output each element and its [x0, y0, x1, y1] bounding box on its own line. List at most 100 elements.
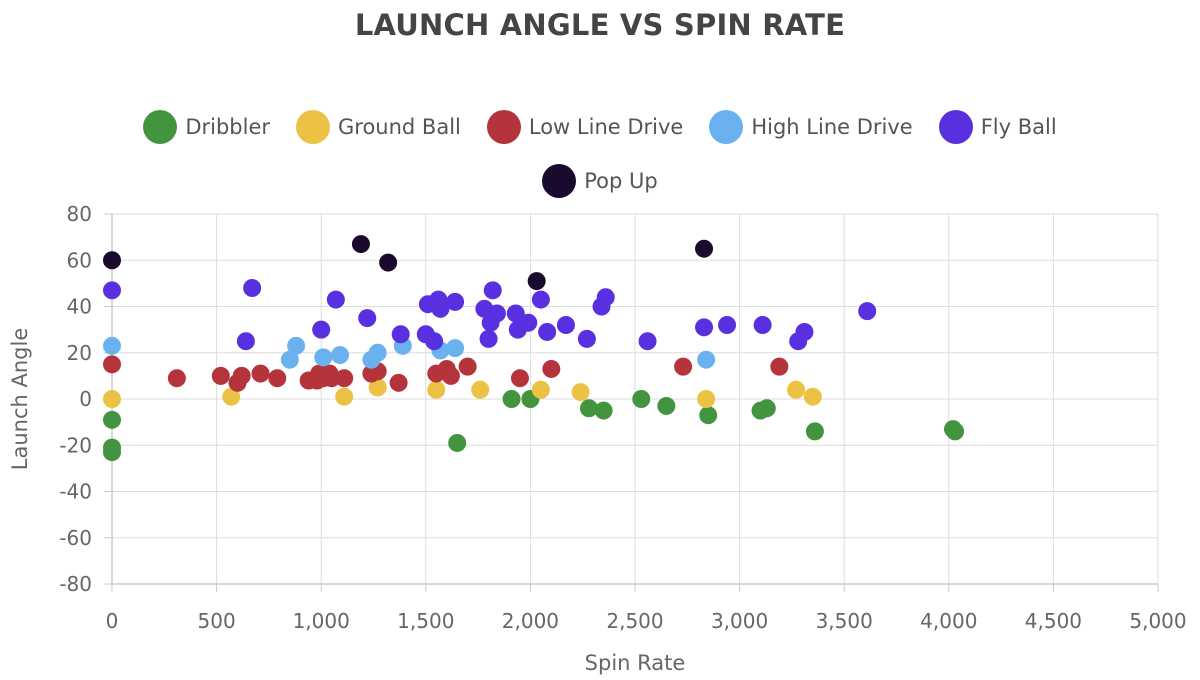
ground-ball-point: [335, 387, 354, 406]
x-tick-label: 2,000: [502, 609, 559, 633]
x-tick-label: 3,000: [711, 609, 768, 633]
low-line-drive-point: [167, 369, 186, 388]
y-tick-label: -40: [59, 480, 92, 504]
legend-label: Ground Ball: [338, 115, 461, 139]
high-line-drive-point: [446, 339, 465, 358]
legend-item-low-line-drive[interactable]: Low Line Drive: [486, 108, 683, 146]
high-line-drive-point: [287, 336, 306, 355]
x-tick-label: 1,000: [293, 609, 350, 633]
fly-ball-point: [446, 292, 465, 311]
x-tick-label: 4,000: [920, 609, 977, 633]
dribbler-point: [103, 443, 121, 462]
legend-item-fly-ball[interactable]: Fly Ball: [938, 108, 1057, 146]
fly-ball-point: [795, 322, 814, 341]
x-axis-title: Spin Rate: [585, 651, 686, 675]
low-line-drive-point: [232, 366, 251, 385]
legend-item-ground-ball[interactable]: Ground Ball: [296, 108, 461, 146]
legend-swatch-fly-ball: [938, 110, 973, 144]
fly-ball-point: [577, 329, 596, 348]
ground-ball-point: [103, 390, 121, 408]
low-line-drive-point: [458, 357, 477, 376]
y-tick-label: 80: [67, 202, 92, 226]
y-tick-label: 40: [67, 295, 92, 319]
ground-ball-point: [471, 380, 490, 399]
legend-label: Pop Up: [584, 169, 658, 193]
y-axis-title: Launch Angle: [8, 328, 32, 470]
fly-ball-point: [236, 332, 255, 351]
x-tick-label: 500: [198, 609, 236, 633]
dribbler-point: [594, 401, 613, 420]
legend-item-dribbler[interactable]: Dribbler: [143, 108, 270, 146]
dribbler-point: [502, 390, 521, 408]
ground-ball-point: [531, 380, 550, 399]
legend-swatch-pop-up: [542, 164, 577, 198]
dribbler-point: [632, 390, 651, 408]
fly-ball-point: [487, 304, 506, 323]
x-tick-label: 5,000: [1129, 609, 1186, 633]
ground-ball-point: [222, 387, 241, 406]
low-line-drive-point: [251, 364, 270, 383]
legend-swatch-ground-ball: [296, 110, 330, 144]
fly-ball-point: [103, 281, 121, 300]
fly-ball-point: [243, 279, 262, 297]
low-line-drive-point: [510, 369, 529, 388]
low-line-drive-point: [674, 357, 693, 376]
high-line-drive-point: [697, 350, 716, 369]
fly-ball-point: [391, 325, 410, 344]
dribbler-point: [757, 399, 776, 418]
low-line-drive-point: [211, 366, 230, 385]
dribbler-point: [657, 396, 676, 415]
fly-ball-point: [479, 329, 498, 348]
fly-ball-point: [531, 290, 550, 309]
low-line-drive-point: [770, 357, 789, 376]
fly-ball-point: [858, 302, 877, 321]
dribbler-point: [699, 406, 718, 425]
fly-ball-point: [718, 316, 737, 334]
ground-ball-point: [697, 390, 716, 408]
fly-ball-point: [638, 332, 657, 351]
legend-swatch-dribbler: [143, 110, 178, 144]
legend-label: Fly Ball: [980, 115, 1057, 139]
legend-label: High Line Drive: [751, 115, 913, 139]
fly-ball-point: [326, 290, 345, 309]
fly-ball-point: [425, 332, 444, 351]
fly-ball-point: [312, 320, 331, 339]
y-tick-label: -80: [59, 572, 92, 596]
x-tick-label: 0: [106, 609, 119, 633]
legend-swatch-high-line-drive: [709, 110, 744, 144]
pop-up-point: [379, 253, 398, 272]
y-tick-label: -60: [59, 526, 92, 550]
fly-ball-point: [556, 316, 575, 334]
x-tick-label: 2,500: [606, 609, 663, 633]
low-line-drive-point: [322, 369, 341, 388]
fly-ball-point: [519, 313, 538, 332]
y-tick-label: 20: [67, 341, 92, 365]
pop-up-point: [103, 251, 121, 270]
high-line-drive-point: [103, 336, 121, 355]
ground-ball-point: [787, 380, 806, 399]
low-line-drive-point: [389, 373, 408, 392]
legend-item-high-line-drive[interactable]: High Line Drive: [709, 108, 913, 146]
dribbler-point: [579, 399, 598, 418]
high-line-drive-point: [314, 348, 333, 367]
high-line-drive-point: [280, 350, 299, 369]
high-line-drive-point: [368, 343, 387, 362]
y-tick-label: 60: [67, 248, 92, 272]
low-line-drive-point: [103, 355, 121, 374]
high-line-drive-point: [331, 346, 350, 365]
ground-ball-point: [803, 387, 822, 406]
legend-item-pop-up[interactable]: Pop Up: [542, 162, 658, 200]
dribbler-point: [946, 422, 965, 441]
low-line-drive-point: [268, 369, 287, 388]
low-line-drive-point: [441, 366, 460, 385]
x-tick-label: 4,500: [1025, 609, 1082, 633]
fly-ball-point: [753, 316, 772, 334]
ground-ball-point: [571, 383, 590, 402]
fly-ball-point: [695, 318, 714, 337]
ground-ball-point: [427, 380, 446, 399]
legend-label: Dribbler: [185, 115, 270, 139]
low-line-drive-point: [335, 369, 354, 388]
x-tick-label: 3,500: [816, 609, 873, 633]
